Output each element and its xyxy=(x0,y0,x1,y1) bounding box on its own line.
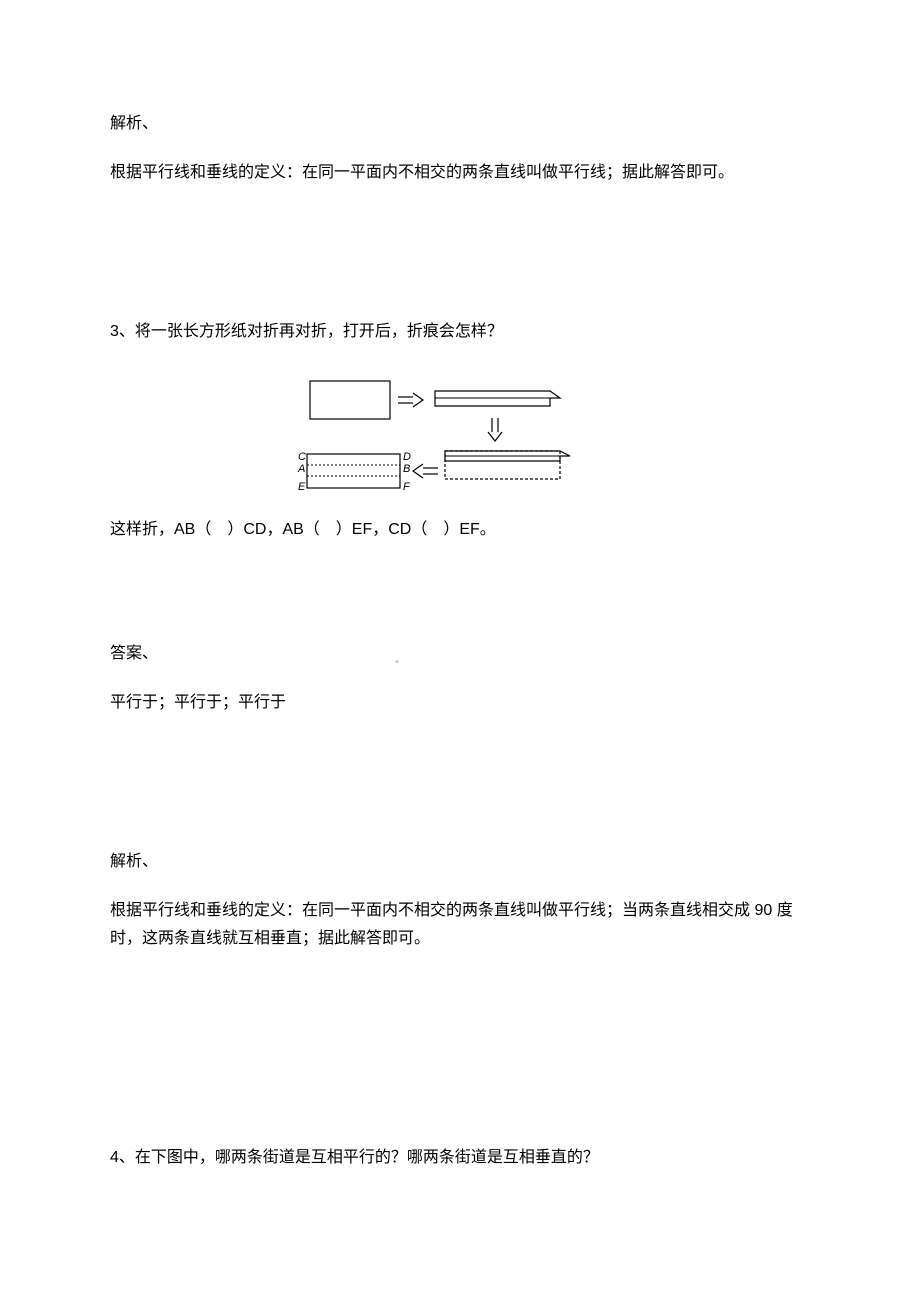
folding-diagram: C D A B E F xyxy=(295,376,625,506)
question-4-block: 4、在下图中，哪两条街道是互相平行的？哪两条街道是互相垂直的？ xyxy=(110,1144,810,1173)
analysis-block-2: 解析、 根据平行线和垂线的定义：在同一平面内不相交的两条直线叫做平行线；当两条直… xyxy=(110,848,810,954)
question-4-content: 在下图中，哪两条街道是互相平行的？哪两条街道是互相垂直的？ xyxy=(135,1149,599,1166)
answer-label: 答案、 xyxy=(110,640,810,669)
question-3-fill-blank: 这样折，AB（ ）CD，AB（ ）EF，CD（ ）EF。 xyxy=(110,516,810,545)
svg-text:E: E xyxy=(298,481,306,493)
question-3-block: 3、将一张长方形纸对折再对折，打开后，折痕会怎样？ xyxy=(110,318,810,546)
question-3-content: 将一张长方形纸对折再对折，打开后，折痕会怎样？ xyxy=(135,323,503,340)
analysis-label-1: 解析、 xyxy=(110,110,810,139)
answer-block: 答案、 平行于；平行于；平行于 xyxy=(110,640,810,718)
svg-text:F: F xyxy=(403,481,411,493)
svg-text:C: C xyxy=(298,451,306,463)
question-4-number: 4、 xyxy=(110,1149,135,1166)
question-3-text: 3、将一张长方形纸对折再对折，打开后，折痕会怎样？ xyxy=(110,318,810,347)
analysis-label-2: 解析、 xyxy=(110,848,810,877)
svg-text:D: D xyxy=(403,451,411,463)
answer-text: 平行于；平行于；平行于 xyxy=(110,689,810,718)
folding-diagram-container: C D A B E F xyxy=(110,376,810,506)
analysis-paragraph-2: 根据平行线和垂线的定义：在同一平面内不相交的两条直线叫做平行线；当两条直线相交成… xyxy=(110,897,810,955)
svg-text:A: A xyxy=(297,463,305,475)
analysis-paragraph-1: 根据平行线和垂线的定义：在同一平面内不相交的两条直线叫做平行线；据此解答即可。 xyxy=(110,159,810,188)
svg-text:B: B xyxy=(403,463,410,475)
question-3-number: 3、 xyxy=(110,323,135,340)
